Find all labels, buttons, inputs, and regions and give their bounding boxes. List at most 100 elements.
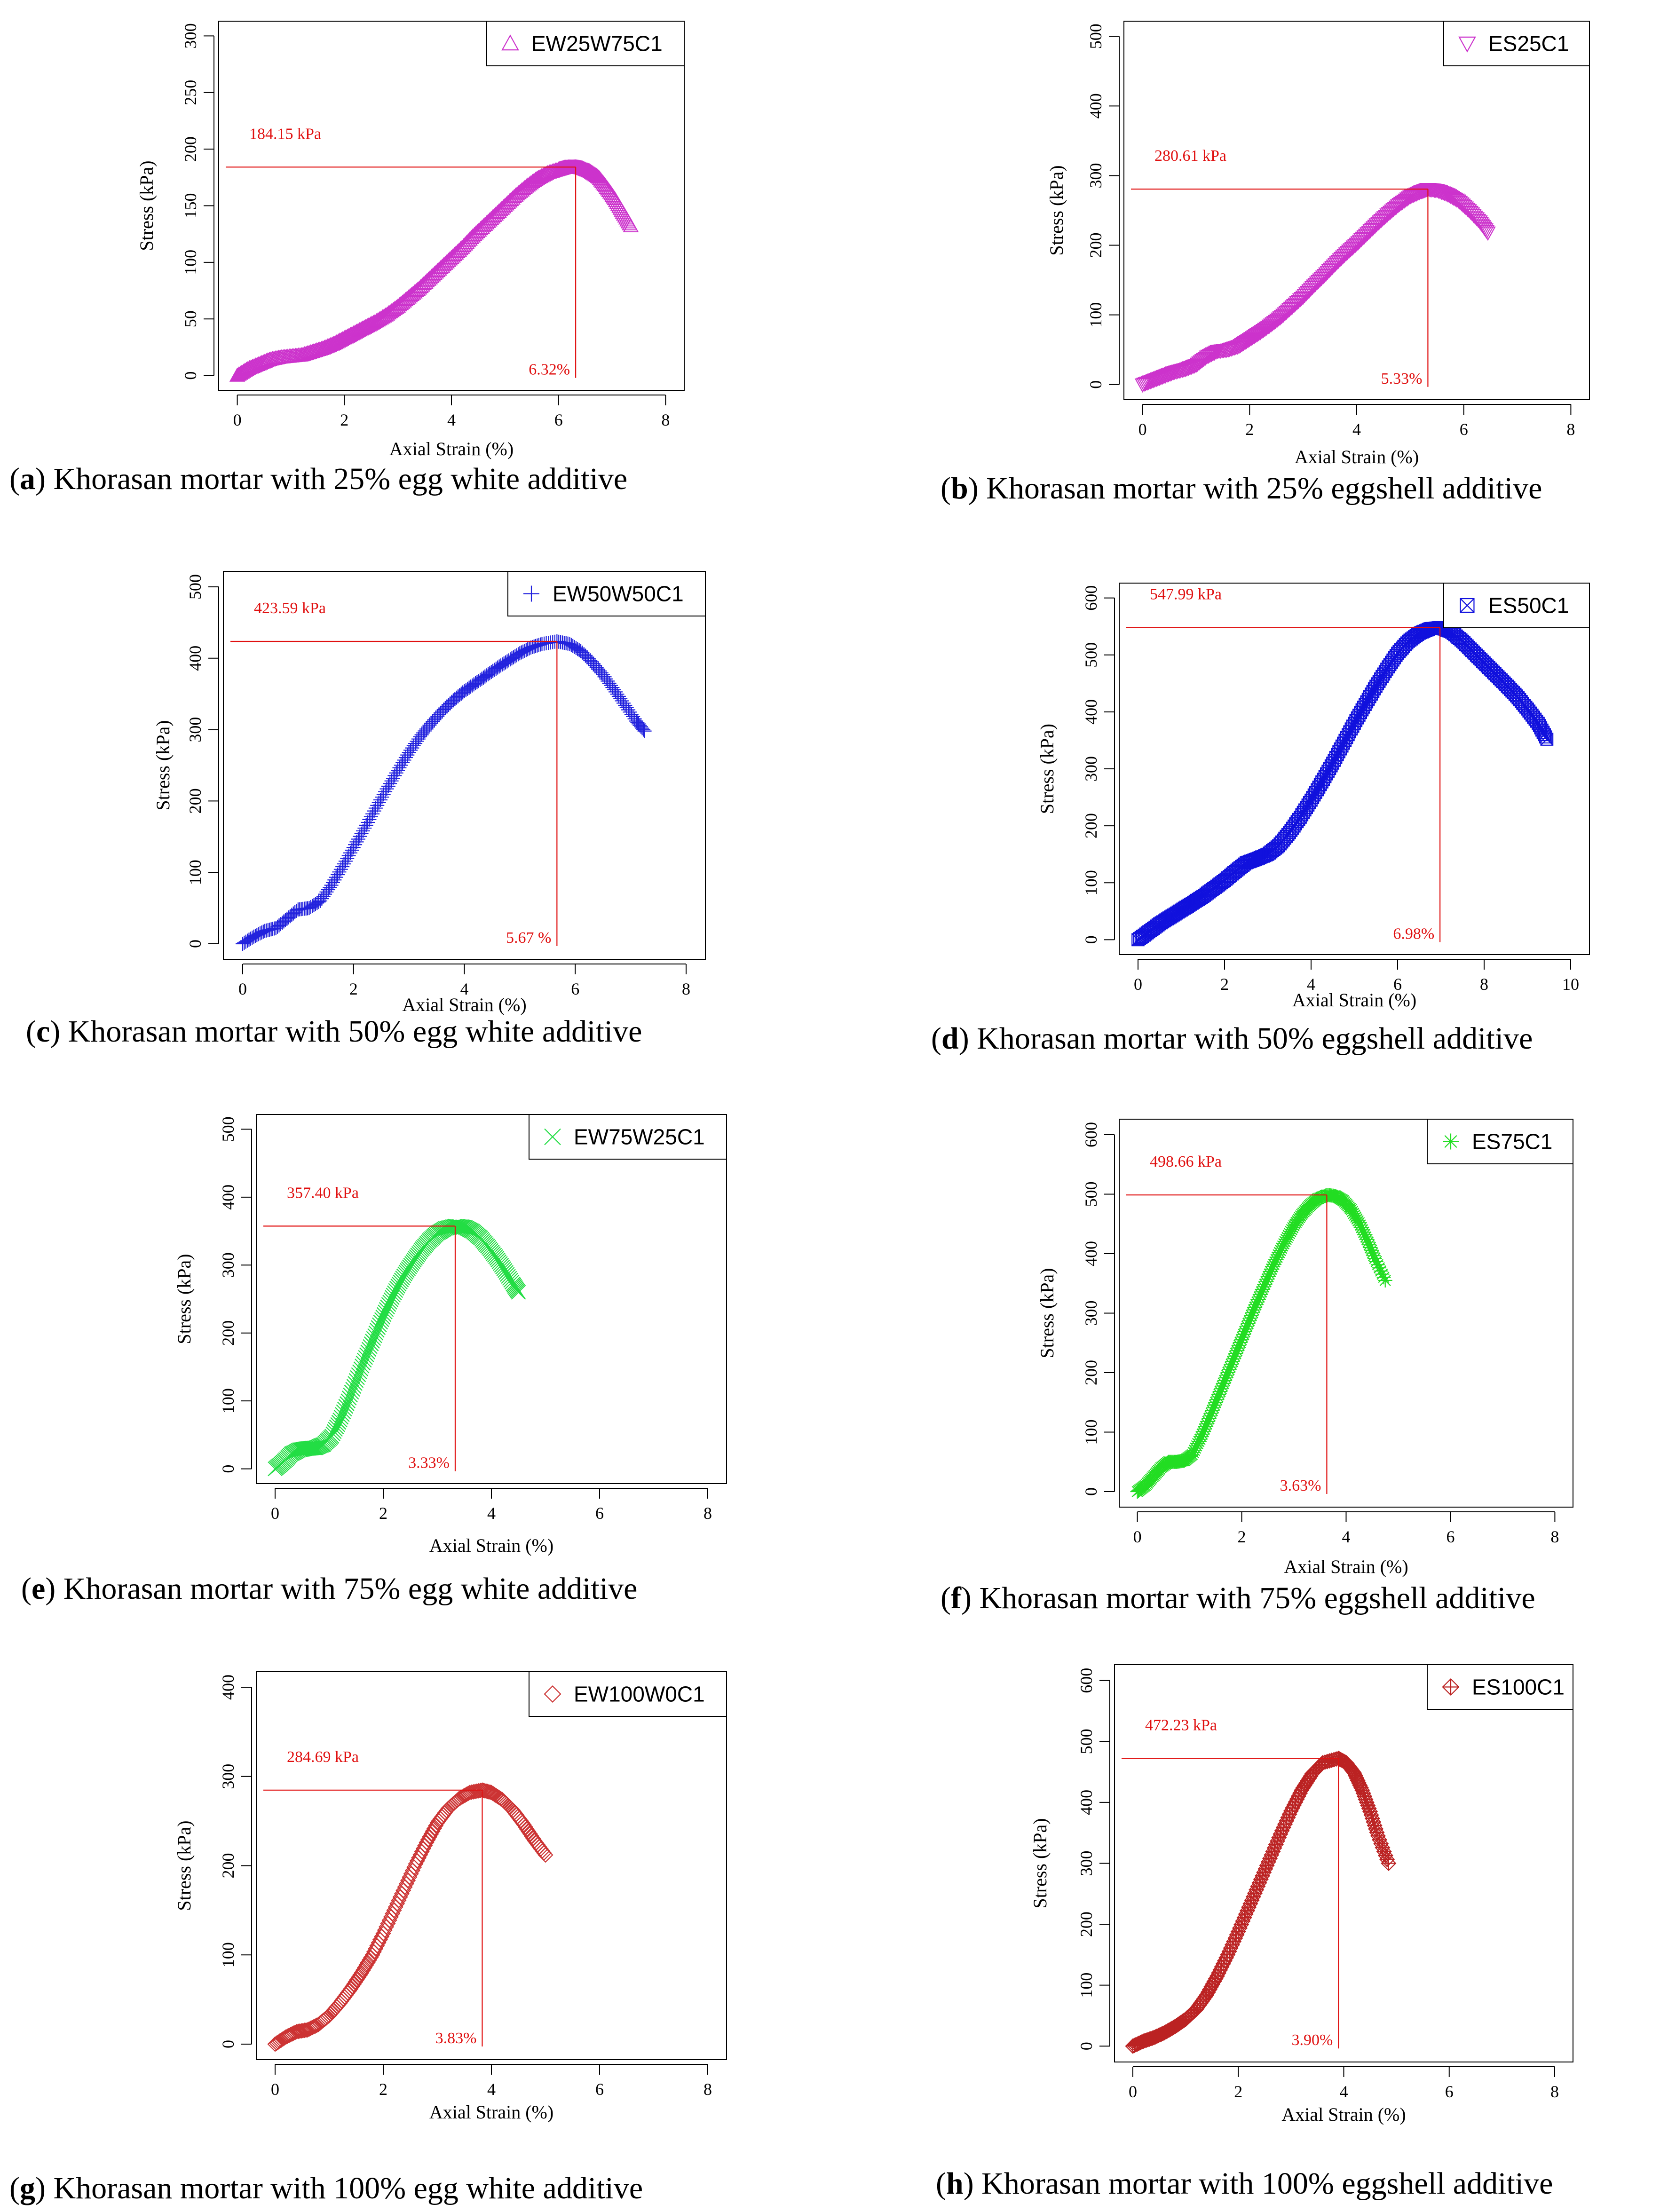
marker	[483, 211, 499, 225]
marker	[469, 223, 486, 238]
marker	[635, 721, 649, 735]
marker	[1241, 333, 1258, 348]
marker	[465, 228, 481, 243]
y-tick-label: 0	[181, 371, 200, 380]
y-tick-label: 300	[1086, 163, 1105, 188]
marker	[382, 304, 398, 318]
y-tick-label: 500	[1086, 24, 1105, 49]
marker	[446, 246, 463, 261]
marker	[333, 862, 348, 877]
marker	[333, 1410, 349, 1425]
y-tick-label: 500	[1082, 642, 1100, 668]
marker	[1232, 339, 1249, 354]
marker	[501, 193, 518, 208]
x-tick-label: 4	[447, 411, 456, 429]
legend-label: ES100C1	[1472, 1675, 1565, 1699]
y-tick-label: 400	[219, 1675, 237, 1700]
marker	[482, 212, 498, 227]
marker	[439, 254, 455, 269]
x-axis: 0 2 4 6 8	[1138, 404, 1575, 439]
x-axis: 0 2 4 6 8 10	[1134, 959, 1579, 994]
peak-strain-label: 5.33%	[1381, 370, 1423, 387]
marker	[364, 809, 378, 824]
marker	[477, 216, 493, 231]
marker	[340, 851, 355, 866]
marker	[1257, 323, 1273, 337]
x-tick-label: 0	[1129, 2082, 1137, 2101]
marker	[448, 245, 464, 260]
peak-strain-label: 3.63%	[1280, 1477, 1321, 1494]
marker	[346, 840, 361, 855]
x-axis-label: Axial Strain (%)	[389, 438, 514, 459]
x-tick-label: 4	[1342, 1527, 1351, 1546]
x-tick-label: 8	[1550, 1527, 1559, 1546]
y-tick-label: 500	[1077, 1729, 1096, 1754]
marker	[336, 1404, 351, 1420]
marker	[503, 191, 519, 206]
x-tick-label: 0	[238, 980, 247, 998]
x-axis: 0 2 4 6 8	[1129, 2066, 1559, 2101]
peak-strain-label: 6.32%	[529, 361, 570, 379]
y-tick-label: 100	[1082, 870, 1100, 895]
marker	[431, 261, 447, 276]
marker	[428, 264, 444, 279]
peak-stress-label: 547.99 kPa	[1150, 586, 1222, 603]
x-tick-label: 2	[1238, 1527, 1246, 1546]
panel-caption: (d) Khorasan mortar with 50% eggshell ad…	[931, 1021, 1533, 1056]
panel-d: 0 2 4 6 8 10 Axial Strain (%) 0 100 200 300 400 500 6…	[931, 583, 1590, 1056]
y-tick-label: 200	[1086, 233, 1105, 258]
peak-stress-label: 280.61 kPa	[1154, 147, 1226, 165]
y-tick-label: 100	[1082, 1420, 1100, 1445]
x-tick-label: 2	[379, 1504, 387, 1523]
y-tick-label: 100	[219, 1942, 237, 1967]
panel-caption: (a) Khorasan mortar with 25% egg white a…	[9, 462, 627, 496]
panel-b: 0 2 4 6 8 Axial Strain (%) 0 100 200 300 400 500 Str…	[941, 21, 1590, 506]
peak-strain-label: 3.90%	[1291, 2031, 1333, 2049]
panel-caption: (c) Khorasan mortar with 50% egg white a…	[26, 1014, 642, 1049]
y-tick-label: 200	[186, 788, 205, 814]
marker	[361, 815, 375, 830]
x-tick-label: 8	[1480, 975, 1488, 994]
marker	[363, 1339, 378, 1354]
peak-strain-label: 5.67 %	[506, 929, 551, 947]
marker	[325, 875, 340, 890]
legend: ES50C1	[1443, 583, 1590, 628]
marker	[352, 1364, 367, 1380]
marker	[296, 2022, 312, 2038]
y-tick-label: 300	[1077, 1851, 1096, 1876]
panel-caption: (b) Khorasan mortar with 25% eggshell ad…	[941, 471, 1542, 506]
marker	[498, 196, 514, 211]
marker	[1199, 350, 1215, 365]
marker	[381, 1297, 396, 1312]
marker	[478, 215, 495, 229]
plot-frame	[256, 1114, 727, 1484]
y-tick-label: 100	[219, 1388, 237, 1414]
panel-caption: (f) Khorasan mortar with 75% eggshell ad…	[941, 1581, 1535, 1615]
marker	[1278, 1234, 1292, 1249]
marker	[475, 218, 492, 232]
marker	[298, 2022, 314, 2038]
marker	[372, 795, 386, 810]
marker	[1450, 194, 1467, 209]
marker	[1237, 336, 1253, 351]
marker	[385, 1290, 400, 1305]
marker	[376, 787, 391, 802]
marker	[495, 199, 512, 213]
y-tick-label: 600	[1077, 1668, 1096, 1693]
marker	[468, 225, 484, 240]
marker	[329, 1419, 344, 1435]
marker	[343, 1981, 359, 1997]
y-tick-label: 600	[1082, 1122, 1100, 1147]
marker	[337, 1401, 352, 1417]
y-axis: 0 100 200 300 400 500 600	[1082, 585, 1115, 944]
x-axis-label: Axial Strain (%)	[429, 1535, 553, 1556]
x-tick-label: 6	[1445, 2082, 1454, 2101]
marker	[484, 209, 501, 224]
peak-stress-label: 284.69 kPa	[287, 1748, 359, 1766]
marker	[437, 255, 453, 270]
x-axis: 0 2 4 6 8	[1133, 1511, 1559, 1546]
marker	[1394, 196, 1411, 210]
marker	[340, 1393, 356, 1408]
marker	[351, 1367, 366, 1382]
y-tick-label: 150	[181, 193, 200, 219]
